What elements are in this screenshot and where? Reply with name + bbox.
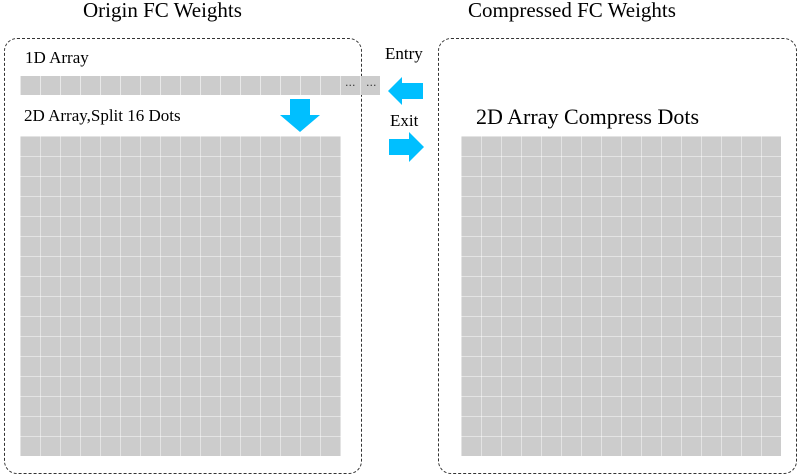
arrow-left-icon [388, 77, 423, 105]
ellipsis-1: ... [345, 76, 356, 89]
compressed-weights-panel [438, 38, 797, 474]
compressed-fc-weights-title: Compressed FC Weights [468, 0, 676, 22]
arrow-right-icon [389, 132, 424, 162]
entry-label: Entry [385, 44, 423, 63]
compressed-dots-grid [461, 136, 781, 456]
arrow-down-icon [280, 99, 320, 132]
array-1d-strip [20, 76, 380, 95]
origin-fc-weights-title: Origin FC Weights [83, 0, 242, 22]
array-1d-label: 1D Array [25, 48, 89, 67]
ellipsis-2: ... [366, 76, 377, 89]
compress-dots-label: 2D Array Compress Dots [476, 104, 700, 129]
array-2d-label: 2D Array,Split 16 Dots [24, 106, 181, 125]
array-2d-grid [20, 136, 341, 456]
origin-weights-panel [4, 38, 362, 474]
exit-label: Exit [390, 111, 419, 130]
